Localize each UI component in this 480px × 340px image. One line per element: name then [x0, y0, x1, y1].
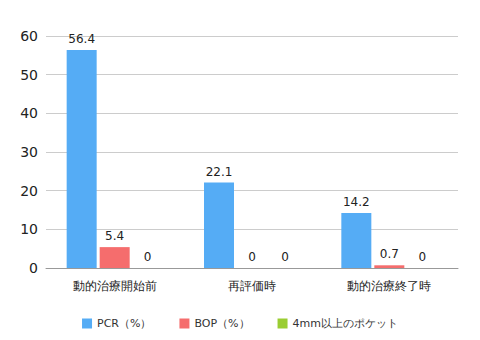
- svg-text:0: 0: [144, 250, 152, 264]
- svg-text:20: 20: [20, 183, 38, 199]
- svg-text:BOP（%）: BOP（%）: [194, 317, 249, 330]
- svg-text:PCR（%）: PCR（%）: [97, 317, 151, 330]
- svg-text:10: 10: [20, 221, 38, 237]
- svg-text:14.2: 14.2: [343, 195, 370, 209]
- svg-text:60: 60: [20, 28, 38, 44]
- svg-text:56.4: 56.4: [68, 32, 95, 46]
- svg-text:22.1: 22.1: [206, 165, 233, 179]
- svg-text:5.4: 5.4: [105, 229, 124, 243]
- svg-text:4mm以上のポケット: 4mm以上のポケット: [293, 317, 398, 330]
- svg-text:40: 40: [20, 105, 38, 121]
- svg-text:0: 0: [419, 250, 427, 264]
- svg-text:0: 0: [29, 260, 38, 276]
- svg-text:0: 0: [281, 250, 289, 264]
- svg-text:50: 50: [20, 67, 38, 83]
- svg-text:0: 0: [248, 250, 256, 264]
- svg-text:30: 30: [20, 144, 38, 160]
- svg-text:0.7: 0.7: [380, 247, 399, 261]
- svg-text:再評価時: 再評価時: [228, 279, 276, 293]
- svg-text:動的治療開始前: 動的治療開始前: [73, 279, 157, 293]
- svg-text:動的治療終了時: 動的治療終了時: [347, 279, 431, 293]
